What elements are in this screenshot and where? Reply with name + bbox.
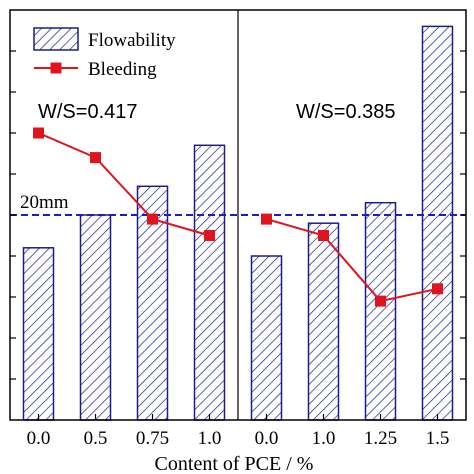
panel-label-left: W/S=0.417: [38, 101, 138, 123]
x-tick-label: 1.5: [426, 428, 450, 449]
bleeding-points: [33, 127, 443, 307]
bleeding-point: [33, 127, 44, 139]
reference-label: 20mm: [20, 192, 69, 213]
legend-flowability-swatch: [33, 27, 79, 51]
bleeding-point: [318, 230, 329, 241]
panel-label-right: W/S=0.385: [296, 101, 396, 123]
x-tick-label: 0.0: [255, 428, 279, 449]
flowability-bar: [22, 247, 55, 421]
legend-bleeding-label: Bleeding: [88, 59, 157, 80]
bleeding-point: [90, 152, 101, 164]
x-tick-label: 0.75: [136, 428, 169, 449]
flowability-bar: [364, 201, 397, 421]
flowability-bar: [250, 255, 283, 421]
x-tick-label: 0.0: [27, 428, 51, 449]
x-tick-label: 1.0: [198, 428, 222, 449]
y-axis-ticks: [10, 50, 466, 380]
flowability-bar: [421, 25, 454, 421]
bleeding-point: [375, 295, 386, 307]
bleeding-point: [204, 230, 215, 241]
x-axis-ticks: 0.0 0.5 0.75 1.0 0.0 1.0 1.25 1.5: [27, 414, 450, 449]
flowability-bar: [193, 144, 226, 421]
bleeding-point: [147, 213, 158, 225]
bleeding-point: [261, 213, 272, 225]
legend: Flowability Bleeding: [33, 27, 176, 80]
bleeding-line-right: [266, 218, 438, 303]
x-axis-title: Content of PCE / %: [155, 453, 314, 474]
bleeding-point: [432, 283, 443, 295]
legend-flowability-label: Flowability: [88, 30, 176, 51]
x-tick-label: 0.5: [84, 428, 108, 449]
flowability-bar: [79, 214, 112, 421]
flowability-bars: [22, 25, 454, 421]
legend-bleeding-marker: [50, 62, 62, 74]
bleeding-line-left: [38, 132, 210, 237]
x-tick-label: 1.25: [364, 428, 397, 449]
flowability-bar: [307, 222, 340, 421]
x-tick-label: 1.0: [312, 428, 336, 449]
